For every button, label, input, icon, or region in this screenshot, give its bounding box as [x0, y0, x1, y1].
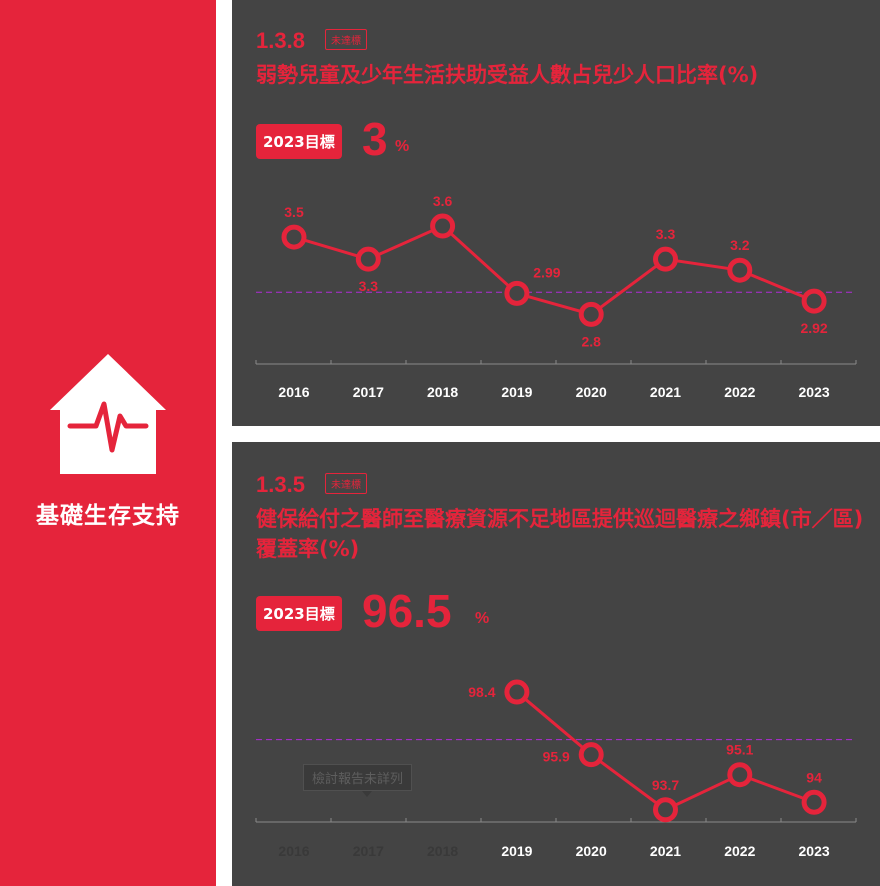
series-line — [293, 224, 815, 317]
data-label: 2.92 — [800, 320, 827, 336]
data-label: 2.8 — [581, 333, 601, 349]
house-heartbeat-icon — [50, 354, 166, 474]
data-point — [801, 789, 827, 815]
data-label: 3.3 — [359, 278, 379, 294]
data-point — [653, 246, 678, 272]
indicator-code: 1.3.5 — [256, 472, 305, 497]
data-label: 94 — [806, 769, 822, 785]
data-label: 3.5 — [284, 204, 304, 220]
target-unit: % — [475, 610, 490, 627]
data-label: 3.6 — [433, 193, 453, 209]
indicator-title: 弱勢兒童及少年生活扶助受益人數占兒少人口比率(%) — [256, 63, 759, 87]
data-point — [504, 679, 530, 705]
indicator-panel-1-3-5: 1.3.5 未達標 健保給付之醫師至醫療資源不足地區提供巡迴醫療之鄉鎮(市／區)… — [232, 442, 880, 886]
note-pointer — [362, 791, 372, 797]
x-tick-label: 2021 — [650, 384, 681, 400]
data-point — [727, 762, 753, 788]
x-tick-label: 2018 — [427, 384, 458, 400]
x-tick-label: 2016 — [278, 843, 309, 859]
target-value: 96.5 — [362, 585, 452, 637]
data-point — [355, 246, 381, 272]
x-tick-label: 2020 — [576, 384, 607, 400]
data-label: 98.4 — [468, 684, 495, 700]
target-label: 2023目標 — [256, 596, 342, 631]
line-chart-1-3-8: 2016 2017 2018 2019 2020 2021 2022 2023 3.5 3.3 3.… — [255, 193, 857, 400]
data-label: 95.9 — [543, 749, 570, 765]
x-tick-label: 2017 — [353, 384, 384, 400]
data-point — [281, 224, 307, 250]
target-value: 3 — [362, 113, 388, 165]
data-point — [578, 742, 604, 768]
indicator-code: 1.3.8 — [256, 28, 305, 53]
sidebar-title: 基礎生存支持 — [36, 503, 180, 529]
data-label: 93.7 — [652, 777, 679, 793]
status-badge: 未達標 — [325, 473, 367, 494]
x-tick-label: 2018 — [427, 843, 458, 859]
data-point — [653, 797, 678, 823]
indicator-panel-1-3-8: 1.3.8 未達標 弱勢兒童及少年生活扶助受益人數占兒少人口比率(%) 2023… — [232, 0, 880, 426]
data-point — [504, 280, 530, 306]
x-tick-label: 2021 — [650, 843, 681, 859]
target-label: 2023目標 — [256, 124, 342, 159]
data-point — [578, 301, 604, 327]
data-label: 2.99 — [533, 264, 560, 280]
x-tick-label: 2016 — [278, 384, 309, 400]
sidebar: 基礎生存支持 — [0, 0, 216, 886]
missing-data-note: 檢討報告未詳列 — [303, 764, 413, 791]
status-badge: 未達標 — [325, 29, 367, 50]
x-tick-label: 2022 — [724, 843, 755, 859]
data-label: 95.1 — [726, 742, 753, 758]
x-tick-label: 2019 — [501, 843, 532, 859]
data-label: 3.2 — [730, 237, 750, 253]
x-tick-label: 2020 — [576, 843, 607, 859]
x-tick-label: 2023 — [799, 843, 830, 859]
data-point — [801, 288, 827, 314]
target-unit: % — [395, 138, 410, 155]
data-point — [727, 257, 753, 283]
data-label: 3.3 — [656, 226, 676, 242]
x-tick-label: 2022 — [724, 384, 755, 400]
x-tick-label: 2023 — [799, 384, 830, 400]
data-point — [430, 213, 456, 239]
x-tick-label: 2017 — [353, 843, 384, 859]
x-tick-label: 2019 — [501, 384, 532, 400]
line-chart-1-3-5: 2016 2017 2018 2019 2020 2021 2022 2023 98.4 95.9… — [255, 679, 857, 859]
indicator-title: 健保給付之醫師至醫療資源不足地區提供巡迴醫療之鄉鎮(市／區)覆蓋率(%) — [256, 507, 864, 561]
